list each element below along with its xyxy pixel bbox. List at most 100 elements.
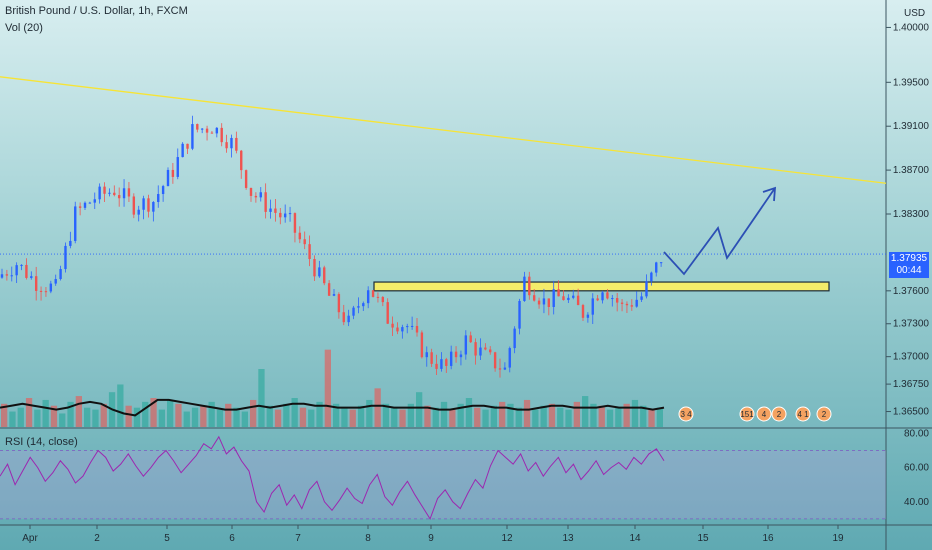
candle-body <box>420 332 424 358</box>
candle-body <box>196 124 199 130</box>
candle-body <box>386 302 389 324</box>
volume-bar <box>316 401 323 427</box>
candle-body <box>283 213 287 218</box>
volume-bar <box>233 407 240 427</box>
time-tick-label: 7 <box>295 533 301 544</box>
event-marker-label: 151 <box>740 410 754 419</box>
event-marker <box>739 406 755 422</box>
candle-body <box>508 348 511 368</box>
candle-body <box>440 359 443 369</box>
candle-body <box>464 335 468 355</box>
volume-bar <box>615 407 622 427</box>
volume-bar <box>216 409 224 427</box>
candle-body <box>567 297 570 301</box>
candle-body <box>479 347 482 356</box>
candle-body <box>220 127 223 143</box>
candle-body <box>596 298 599 301</box>
volume-bar <box>25 398 33 427</box>
candle-body <box>83 202 87 208</box>
time-tick-label: 13 <box>562 533 574 544</box>
candle-body <box>39 290 43 292</box>
candle-body <box>235 137 238 151</box>
volume-bar <box>308 409 315 427</box>
candle-body <box>313 259 316 277</box>
candle-body <box>523 276 526 301</box>
candle-body <box>503 367 507 370</box>
candle-body <box>44 291 48 293</box>
candle-body <box>376 296 380 298</box>
candle-body <box>249 187 253 196</box>
candle-body <box>269 208 272 212</box>
candle-body <box>303 239 306 245</box>
volume-bar <box>573 401 580 427</box>
volume-bar <box>449 409 456 427</box>
price-tick-label: 1.36750 <box>893 379 930 390</box>
volume-bar <box>175 403 182 427</box>
volume-bar <box>67 401 74 427</box>
candle-body <box>581 305 585 318</box>
volume-bar <box>640 405 647 427</box>
time-tick-label: 5 <box>164 533 170 544</box>
volume-bar <box>283 403 290 427</box>
last-price-value: 1.37935 <box>890 253 928 264</box>
event-marker-label: 3 4 <box>680 410 692 419</box>
candle-body <box>25 264 28 278</box>
volume-bar <box>465 398 473 427</box>
candle-body <box>615 298 619 303</box>
trendline-resistance <box>0 76 887 184</box>
time-tick-label: 15 <box>697 533 709 544</box>
event-marker-label: 2 <box>822 410 827 419</box>
event-marker <box>771 406 787 422</box>
volume-bar <box>191 407 199 427</box>
candle-body <box>630 305 634 307</box>
candle-body <box>230 137 233 149</box>
volume-bar <box>557 407 564 427</box>
price-tick-label: 1.38300 <box>893 209 930 220</box>
volume-bar <box>391 407 398 427</box>
event-marker-label: 4 1 <box>797 410 809 419</box>
volume-bar <box>84 407 91 427</box>
rsi-indicator-label: RSI (14, close) <box>5 436 78 448</box>
candle-body <box>59 269 62 280</box>
candle-body <box>157 194 160 202</box>
volume-bar <box>440 401 448 427</box>
candle-body <box>430 352 433 364</box>
candle-body <box>489 349 492 353</box>
rsi-tick-label: 60.00 <box>904 463 929 474</box>
volume-bar <box>432 407 439 427</box>
volume-bar <box>158 409 165 427</box>
volume-bar <box>648 409 655 427</box>
candle-body <box>181 143 184 158</box>
candle-body <box>166 169 170 187</box>
candle-body <box>0 274 4 278</box>
candle-body <box>127 188 131 197</box>
volume-bar <box>75 396 82 427</box>
bar-countdown: 00:44 <box>896 265 922 276</box>
candle-body <box>493 352 497 369</box>
candle-body <box>332 294 336 296</box>
candle-body <box>122 188 126 199</box>
time-tick-label: 12 <box>501 533 513 544</box>
candle-body <box>337 294 341 313</box>
volume-bar <box>399 409 406 427</box>
candle-body <box>542 298 546 305</box>
candle-body <box>10 275 13 277</box>
candle-body <box>88 202 92 204</box>
volume-bar <box>515 407 522 427</box>
volume-bar <box>34 409 41 427</box>
event-marker <box>795 406 811 422</box>
volume-bar <box>274 409 282 427</box>
candle-body <box>210 132 214 134</box>
volume-bar <box>656 407 663 427</box>
candle-body <box>342 312 345 323</box>
volume-bar <box>291 398 298 427</box>
volume-bar <box>565 409 572 427</box>
candle-body <box>244 170 248 188</box>
time-tick-label: 19 <box>832 533 844 544</box>
candle-body <box>34 276 38 291</box>
candle-body <box>650 272 653 282</box>
candle-body <box>635 299 638 307</box>
candle-body <box>469 335 472 343</box>
candle-body <box>108 192 111 194</box>
